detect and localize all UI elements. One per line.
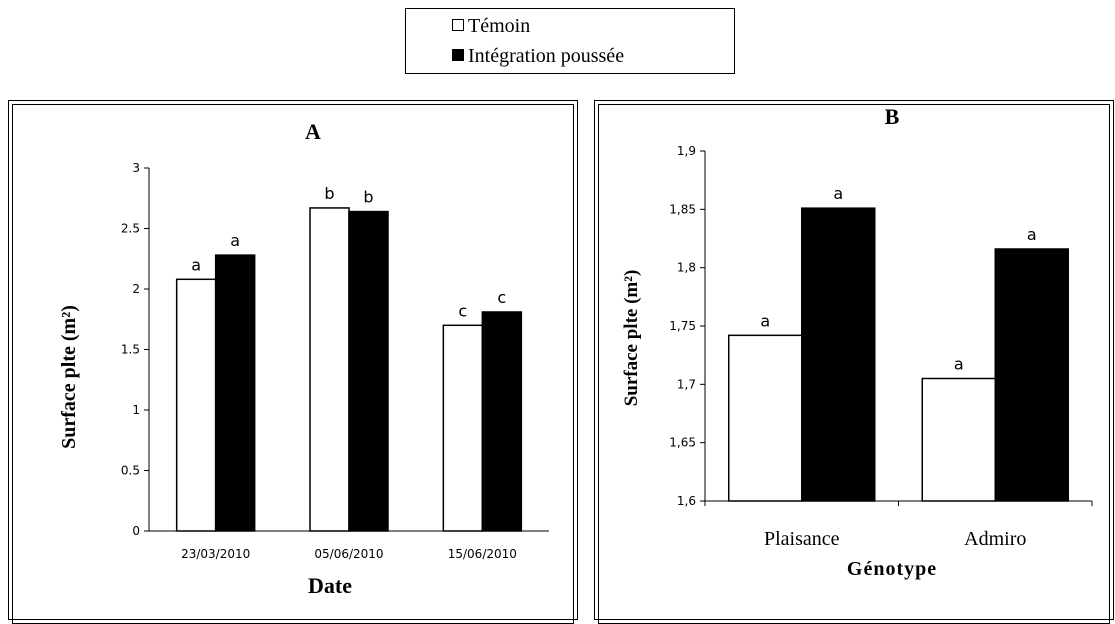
legend-label-temoin: Témoin	[468, 15, 531, 37]
chart-a-svg: A 0 0.5 1 1.5 2 2.5 3 a a 23/03/2010 b b 05/06/2010 c c…	[58, 119, 549, 598]
bar-integration-poussee-05-06-2010	[348, 210, 389, 532]
bar-significance-label: c	[497, 288, 506, 307]
bar-integration-poussee-23-03-2010	[214, 254, 256, 532]
x-axis-title: Date	[308, 573, 352, 598]
y-tick-label: 0	[132, 524, 140, 538]
y-axis-title: Surface plte (m²)	[621, 270, 642, 407]
legend-item-integration: Intégration poussée	[452, 43, 624, 69]
bar-temoin-15-06-2010	[442, 324, 484, 532]
legend-swatch-temoin	[452, 19, 464, 32]
bar-significance-label: c	[458, 301, 467, 320]
y-tick-label: 1	[132, 403, 140, 417]
bar-significance-label: a	[1027, 225, 1037, 244]
y-tick-label: 2.5	[121, 222, 140, 236]
bar-integration-poussee-admiro	[994, 248, 1069, 502]
legend-swatch-integration	[452, 49, 464, 62]
bar-significance-label: a	[191, 255, 201, 274]
bar-significance-label: a	[833, 184, 843, 203]
bar-temoin-plaisance	[728, 334, 803, 502]
y-tick-label: 0.5	[121, 464, 140, 478]
y-tick-label: 1,7	[677, 377, 696, 391]
y-tick-label: 3	[132, 161, 140, 175]
chart-title: B	[885, 104, 900, 129]
y-tick-label: 1,6	[677, 494, 696, 508]
bar-integration-poussee-plaisance	[801, 207, 876, 502]
y-tick-label: 1,65	[669, 436, 696, 450]
x-category-label: 05/06/2010	[314, 547, 383, 561]
chart-legend: Témoin Intégration poussée	[405, 8, 735, 74]
chart-title: A	[305, 119, 321, 144]
x-category-label: Admiro	[964, 528, 1026, 550]
bar-temoin-23-03-2010	[175, 278, 217, 532]
bar-significance-label: a	[954, 355, 964, 374]
x-category-label: Plaisance	[764, 528, 840, 550]
y-tick-label: 1,85	[669, 202, 696, 216]
bar-temoin-05-06-2010	[309, 207, 350, 532]
bar-significance-label: a	[230, 231, 240, 250]
x-category-label: 15/06/2010	[448, 547, 517, 561]
bar-temoin-admiro	[921, 377, 996, 502]
legend-label-integration: Intégration poussée	[468, 45, 625, 67]
y-tick-label: 1,8	[677, 261, 696, 275]
bar-significance-label: b	[324, 184, 334, 203]
legend-item-temoin: Témoin	[452, 13, 530, 39]
x-category-label: 23/03/2010	[181, 547, 250, 561]
bar-integration-poussee-15-06-2010	[481, 311, 523, 532]
y-axis-title: Surface plte (m²)	[58, 305, 80, 449]
y-tick-label: 2	[132, 282, 140, 296]
y-tick-label: 1.5	[121, 343, 140, 357]
y-tick-label: 1,9	[677, 144, 696, 158]
chart-panel-a: A 0 0.5 1 1.5 2 2.5 3 a a 23/03/2010 b b 05/06/2010 c c…	[8, 100, 578, 624]
chart-panel-b: B 1,6 1,65 1,7 1,75 1,8 1,85 1,9 a a Plaisance a a Ad…	[594, 100, 1114, 624]
bar-significance-label: a	[760, 311, 770, 330]
chart-b-svg: B 1,6 1,65 1,7 1,75 1,8 1,85 1,9 a a Plaisance a a Ad…	[621, 104, 1093, 580]
y-tick-label: 1,75	[669, 319, 696, 333]
x-axis-title: Génotype	[847, 558, 937, 580]
bar-significance-label: b	[363, 188, 373, 207]
